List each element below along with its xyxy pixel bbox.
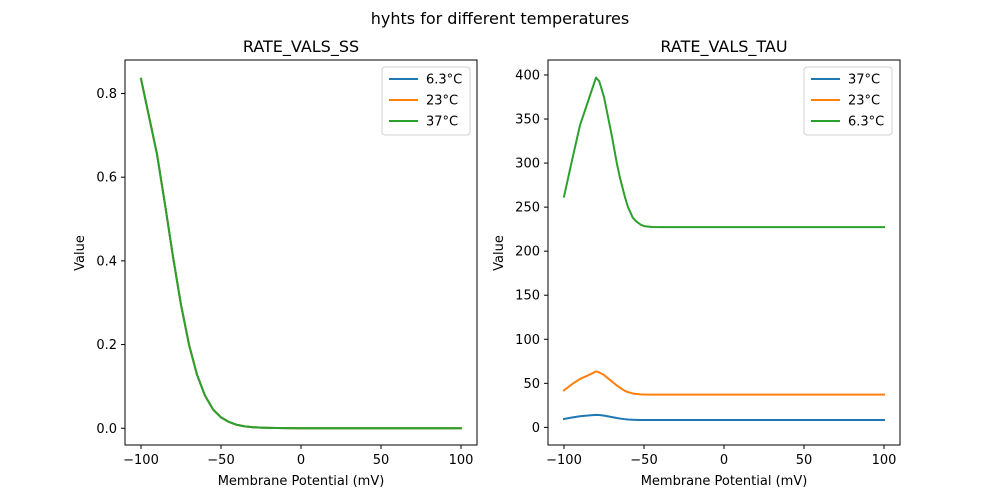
- legend-label-0: 37°C: [848, 73, 880, 88]
- x-tick-label: 100: [872, 453, 897, 468]
- x-axis-label: Membrane Potential (mV): [218, 474, 385, 489]
- y-tick-label: 100: [515, 333, 540, 348]
- series-line-2: [562, 76, 885, 229]
- x-tick-label: −50: [207, 453, 234, 468]
- x-axis-ticks: −100 −50 0 50 100: [546, 445, 896, 468]
- y-axis-ticks: 0.0 0.2 0.4 0.6 0.8: [96, 87, 125, 437]
- y-tick-label: 250: [515, 201, 540, 216]
- plot-lines: [139, 77, 462, 430]
- y-axis-label: Value: [73, 235, 88, 271]
- legend-label-1: 23°C: [426, 94, 458, 109]
- legend-label-0: 6.3°C: [426, 73, 462, 88]
- legend-label-1: 23°C: [848, 94, 880, 109]
- legend-label-2: 37°C: [426, 115, 458, 130]
- panel-title: RATE_VALS_SS: [243, 37, 359, 57]
- x-tick-label: 50: [373, 453, 390, 468]
- panel-title: RATE_VALS_TAU: [660, 37, 787, 57]
- y-tick-label: 0.4: [96, 254, 117, 269]
- legend-box: [381, 66, 471, 136]
- panel-rate-vals-tau: RATE_VALS_TAU −100 −50 0 50 100 0 50 100 150 200…: [492, 37, 901, 489]
- x-tick-label: 100: [449, 453, 474, 468]
- x-axis-ticks: −100 −50 0 50 100: [123, 445, 473, 468]
- y-tick-label: 350: [515, 113, 540, 128]
- y-tick-label: 400: [515, 68, 540, 83]
- plot-lines: [562, 76, 885, 421]
- x-tick-label: 0: [720, 453, 728, 468]
- x-tick-label: −100: [546, 453, 582, 468]
- panel-rate-vals-ss: RATE_VALS_SS −100 −50 0 50 100 0.00.20.40.60…: [73, 37, 478, 489]
- x-tick-label: 0: [297, 453, 305, 468]
- series-line-1: [562, 370, 885, 396]
- y-tick-label: 50: [523, 377, 540, 392]
- legend: 6.3°C 23°C 37°C: [381, 66, 471, 136]
- series-line-0: [562, 413, 885, 421]
- legend-box: [803, 66, 893, 136]
- x-axis-label: Membrane Potential (mV): [641, 474, 808, 489]
- y-tick-label: 0.0: [96, 422, 117, 437]
- x-tick-label: −50: [630, 453, 657, 468]
- figure-suptitle: hyhts for different temperatures: [371, 9, 629, 28]
- y-tick-label: 0.6: [96, 171, 117, 186]
- y-tick-label: 0.8: [96, 87, 117, 102]
- y-axis-ticks: 0 50 100 150 200 250 300 350 400: [515, 68, 548, 436]
- legend-label-2: 6.3°C: [848, 115, 884, 130]
- x-tick-label: −100: [123, 453, 159, 468]
- x-tick-label: 50: [796, 453, 813, 468]
- legend: 37°C 23°C 6.3°C: [803, 66, 893, 136]
- series-line-2: [139, 77, 462, 430]
- y-tick-label: 0.2: [96, 338, 117, 353]
- y-axis-label: Value: [492, 235, 507, 271]
- y-tick-label: 150: [515, 289, 540, 304]
- y-tick-label: 200: [515, 245, 540, 260]
- y-tick-label: 300: [515, 157, 540, 172]
- y-tick-label: 0: [532, 421, 540, 436]
